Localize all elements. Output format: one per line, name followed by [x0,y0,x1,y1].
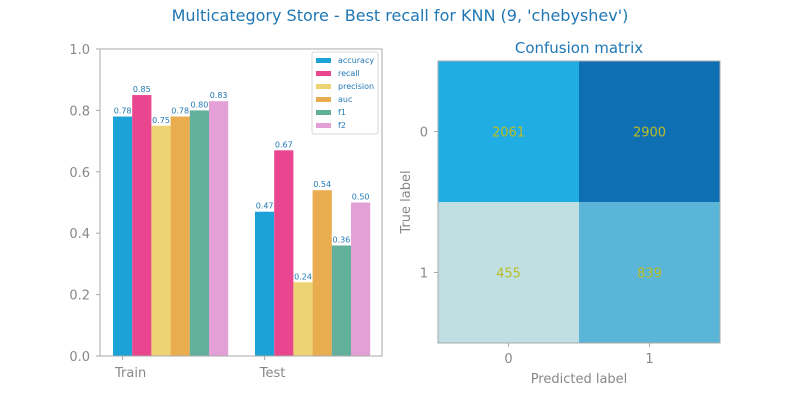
bar-f1-test [331,245,351,356]
legend-swatch-accuracy [316,58,331,63]
legend-label-auc: auc [338,95,352,104]
cm-x-axis-label: Predicted label [531,372,628,387]
cm-cell-value: 2061 [492,126,525,141]
bar-accuracy-train [113,116,133,356]
cm-cell-value: 2900 [633,126,666,141]
bar-value-label: 0.78 [171,107,189,116]
bar-chart: 0.00.20.40.60.81.0 0.780.470.850.670.750… [69,43,383,381]
cm-x-tick-label: 1 [645,352,653,367]
bar-value-label: 0.24 [294,272,312,281]
bar-value-label: 0.54 [313,180,331,189]
cm-y-tick-label: 0 [420,126,428,141]
bar-precision-train [151,125,171,356]
cm-cell-value: 455 [496,267,521,282]
bar-legend: accuracy recall precision auc f1 f2 [311,51,379,135]
bar-precision-test [293,282,313,356]
bar-f2-test [351,202,371,356]
cm-cell-0-1 [579,61,720,202]
bar-recall-train [132,95,152,357]
bar-value-label: 0.47 [256,202,274,211]
confusion-matrix-cells: 2061 2900 455 839 [438,61,720,343]
cm-cell-1-0 [438,202,579,343]
bar-value-label: 0.36 [332,235,350,244]
y-tick-label: 1.0 [69,43,90,58]
legend-swatch-recall [316,71,331,76]
cm-axes: 0 1 0 1 [420,126,654,368]
figure-title: Multicategory Store - Best recall for KN… [172,6,629,25]
cm-cell-0-0 [438,61,579,202]
legend-swatch-f1 [316,110,331,115]
bar-auc-train [170,116,190,356]
legend-label-recall: recall [338,69,360,78]
cm-plot-frame [437,60,721,344]
cm-cell-value: 839 [637,267,662,282]
legend-swatch-precision [316,84,331,89]
bar-y-axis: 0.0 0.2 0.4 0.6 0.8 1.0 [69,43,100,365]
legend-label-precision: precision [338,82,374,91]
bar-value-label: 0.67 [275,140,293,149]
bar-value-label: 0.78 [114,107,132,116]
y-tick-label: 0.0 [69,350,90,365]
bar-x-axis: Train Test [114,356,285,381]
bar-value-label: 0.50 [352,193,370,202]
cm-y-axis-label: True label [399,170,414,234]
x-tick-label: Train [114,366,146,381]
y-tick-label: 0.6 [69,166,90,181]
bar-auc-test [312,190,332,356]
bar-value-label: 0.80 [190,100,208,109]
bar-recall-test [274,150,294,356]
confusion-matrix: Confusion matrix 2061 2900 455 839 0 1 0 1 Pre… [399,39,721,387]
bar-plot-frame [99,48,383,357]
cm-cell-1-1 [579,202,720,343]
bar-series: 0.78 0.47 0.85 0.67 0.75 0.24 0.78 0.54 0.80 0.36… [113,85,371,357]
legend-label-accuracy: accuracy [338,56,374,65]
cm-x-tick-label: 0 [504,352,512,367]
legend-label-f2: f2 [338,121,346,130]
x-tick-label: Test [259,366,286,381]
legend-swatch-auc [316,97,331,102]
confusion-matrix-title: Confusion matrix [515,39,643,57]
bar-value-label: 0.85 [133,85,151,94]
y-tick-label: 0.2 [69,289,90,304]
y-tick-label: 0.4 [69,227,90,242]
legend-swatch-f2 [316,123,331,128]
y-tick-label: 0.8 [69,104,90,119]
bar-value-label: 0.83 [210,91,228,100]
legend-label-f1: f1 [338,108,346,117]
bar-value-label: 0.75 [152,116,170,125]
bar-accuracy-test [255,211,275,356]
cm-y-tick-label: 1 [420,267,428,282]
bar-f2-train [209,101,229,356]
bar-f1-train [189,110,209,357]
